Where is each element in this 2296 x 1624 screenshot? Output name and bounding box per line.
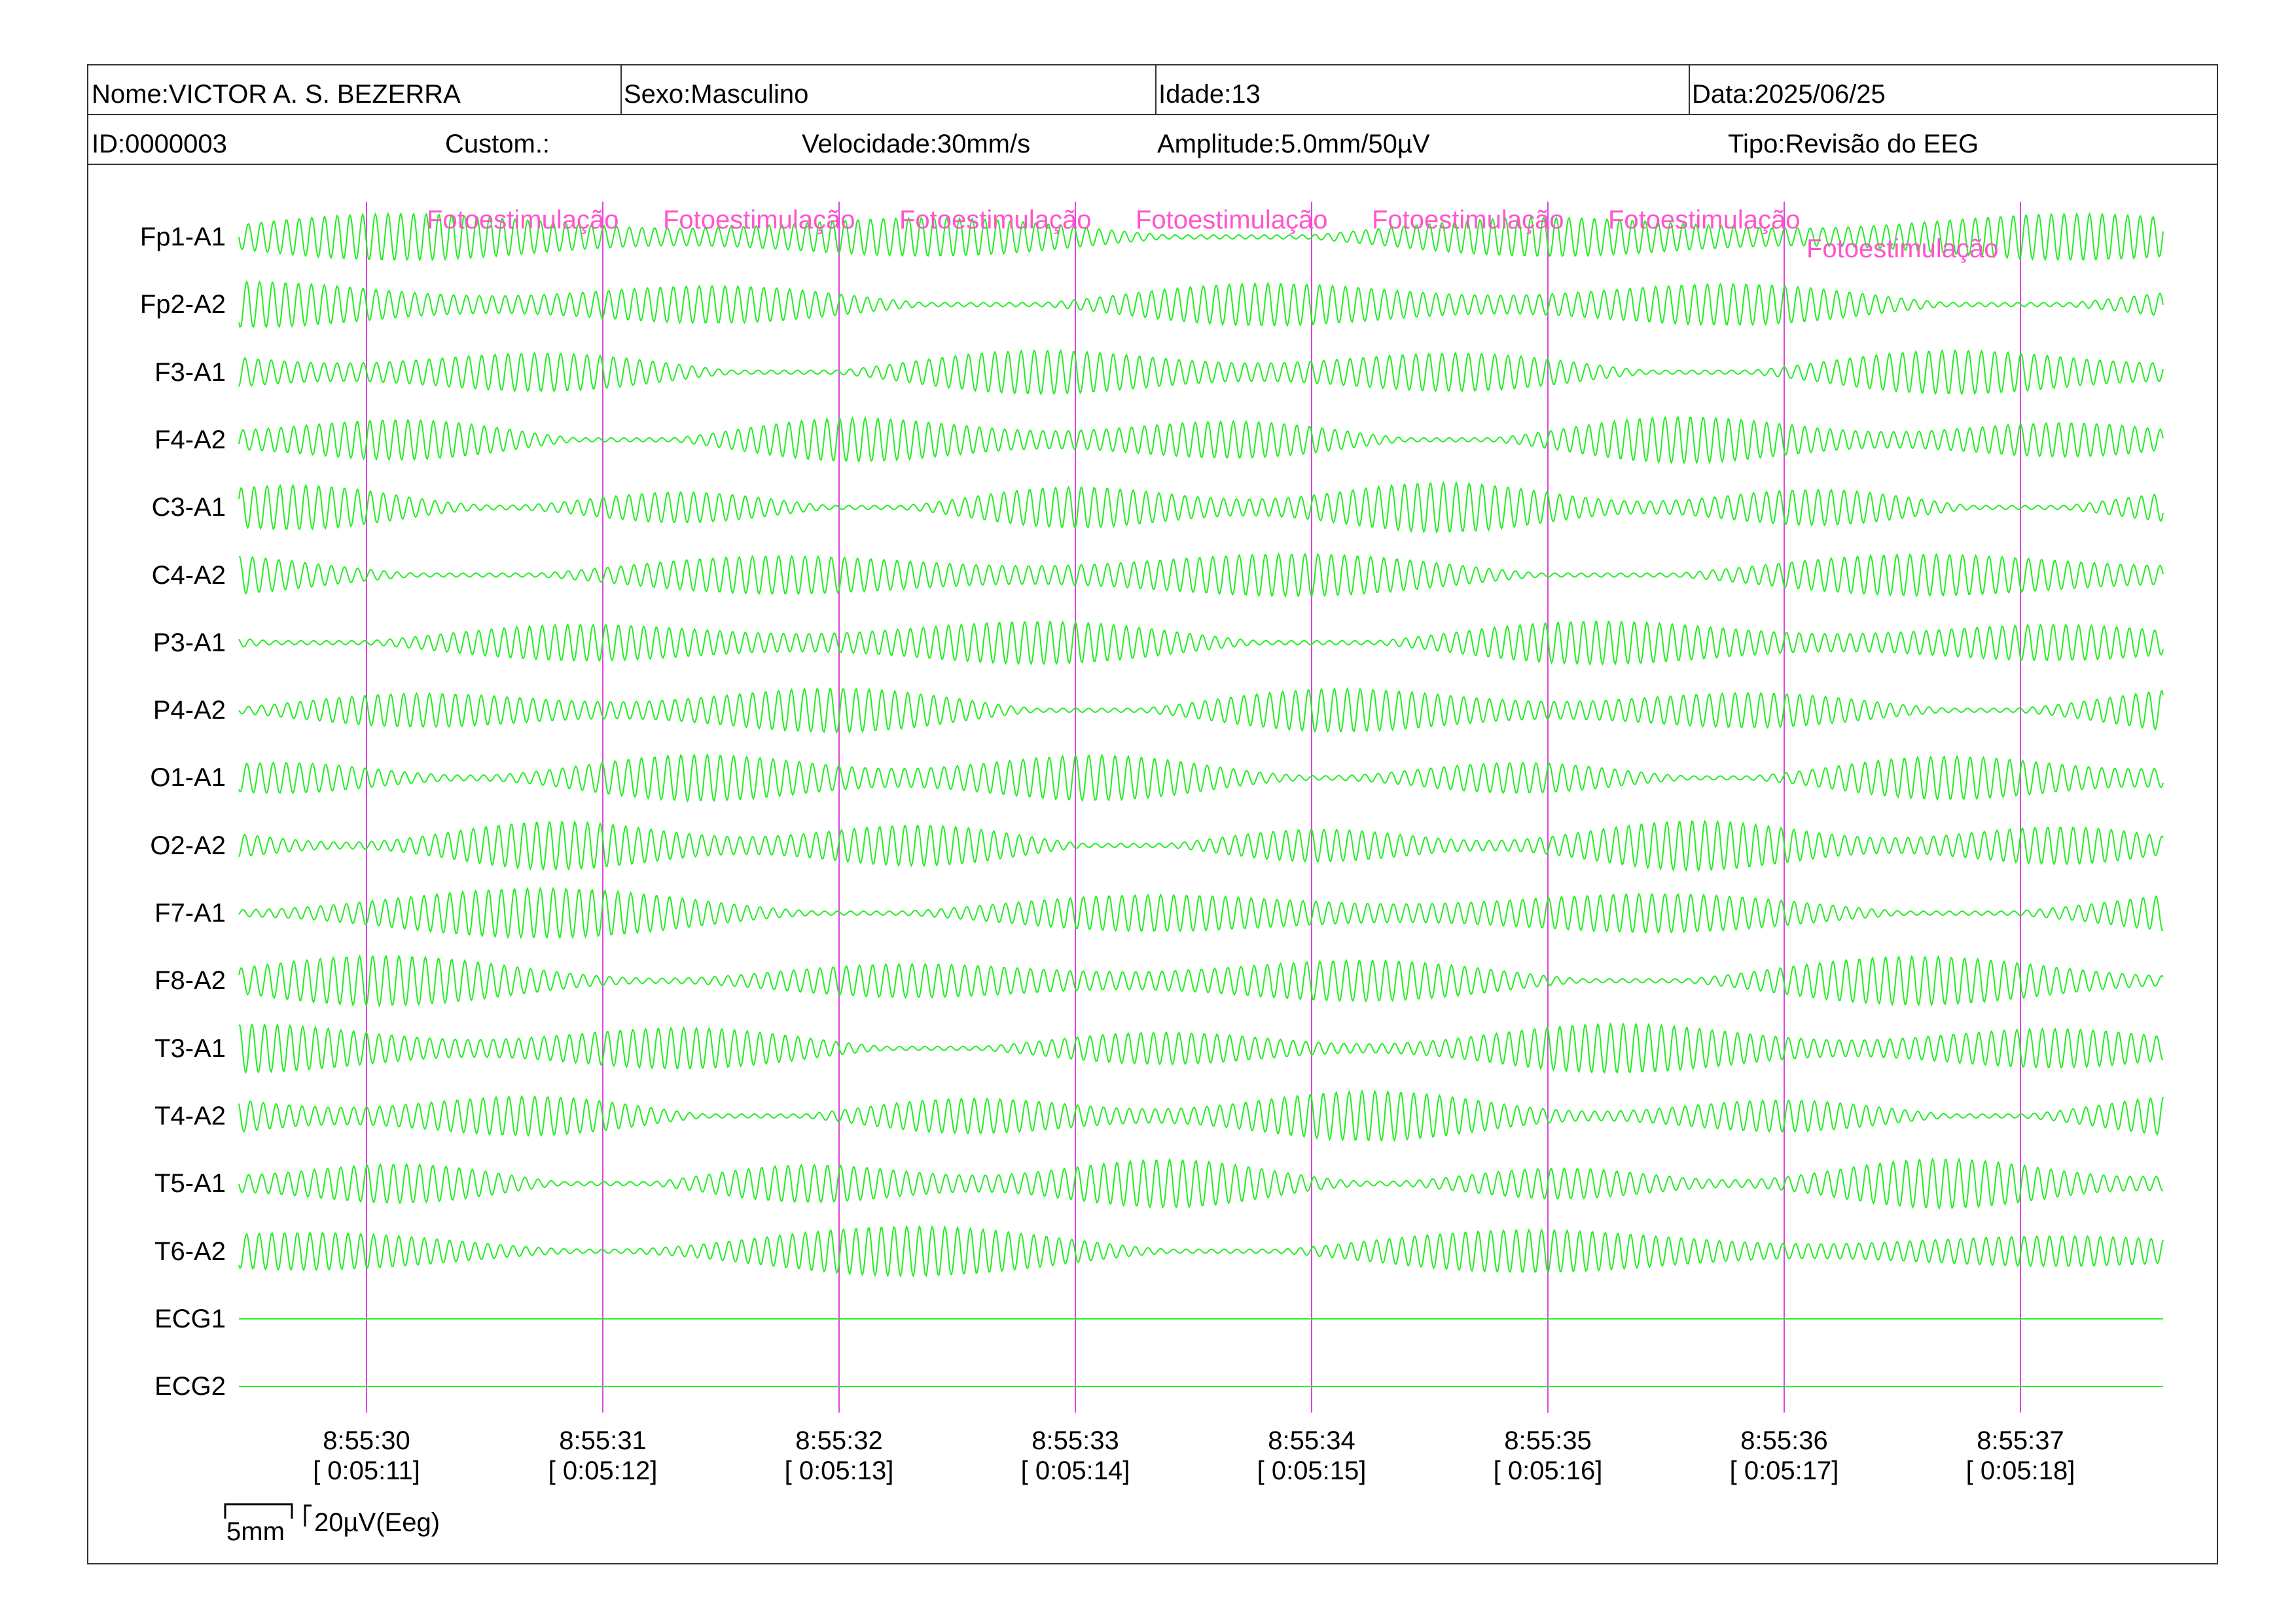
channel-label: P4-A2 (152, 696, 226, 725)
header-cell-divider (1155, 65, 1157, 115)
channel-label: ECG2 (154, 1372, 226, 1401)
time-mark-elapsed: [ 0:05:11] (313, 1456, 420, 1485)
amplitude-scale-bracket (304, 1504, 312, 1526)
patient-sex: Sexo:Masculino (624, 80, 809, 109)
event-annotation: Fotoestimulação (1608, 206, 1801, 234)
event-annotation: Fotoestimulação (1372, 206, 1564, 234)
channel-label: F4-A2 (154, 425, 226, 454)
patient-name: Nome:VICTOR A. S. BEZERRA (92, 80, 461, 109)
event-annotation: Fotoestimulação (1806, 234, 1999, 263)
time-mark-elapsed: [ 0:05:16] (1493, 1456, 1603, 1485)
channel-label: C3-A1 (151, 493, 226, 522)
review-type: Tipo:Revisão do EEG (1728, 130, 1979, 158)
time-mark-clock: 8:55:34 (1268, 1426, 1355, 1455)
eeg-trace (238, 211, 2164, 262)
event-annotation: Fotoestimulação (427, 206, 619, 234)
time-mark-elapsed: [ 0:05:12] (548, 1456, 658, 1485)
time-mark: 8:55:33[ 0:05:14] (990, 1426, 1160, 1486)
eeg-trace (238, 1225, 2164, 1278)
channel-label: O1-A1 (150, 763, 226, 793)
time-mark-clock: 8:55:35 (1504, 1426, 1592, 1455)
header-cell-divider (620, 65, 622, 115)
eeg-trace (238, 480, 2164, 534)
time-mark-elapsed: [ 0:05:15] (1257, 1456, 1367, 1485)
time-mark-clock: 8:55:32 (795, 1426, 883, 1455)
channel-label: C4-A2 (151, 560, 226, 590)
time-mark-clock: 8:55:36 (1740, 1426, 1828, 1455)
channel-label: O2-A2 (150, 831, 226, 860)
eeg-trace (238, 687, 2164, 734)
amplitude-scale-label: 20µV(Eeg) (314, 1508, 440, 1537)
channel-label: P3-A1 (152, 628, 226, 657)
custom-field: Custom.: (445, 130, 550, 158)
header-row-divider (88, 114, 2217, 115)
eeg-trace (238, 621, 2164, 666)
time-mark-clock: 8:55:31 (559, 1426, 647, 1455)
event-annotation: Fotoestimulação (899, 206, 1092, 234)
channel-label: ECG1 (154, 1304, 226, 1333)
eeg-trace (238, 1157, 2164, 1210)
header-cell-divider (1689, 65, 1690, 115)
eeg-trace (238, 1089, 2164, 1142)
time-mark-clock: 8:55:33 (1031, 1426, 1119, 1455)
time-scale-label: 5mm (226, 1517, 285, 1546)
time-scale-bracket (224, 1503, 293, 1519)
time-mark-elapsed: [ 0:05:18] (1965, 1456, 2075, 1485)
time-mark-elapsed: [ 0:05:14] (1020, 1456, 1130, 1485)
time-mark: 8:55:31[ 0:05:12] (518, 1426, 688, 1486)
eeg-trace (238, 820, 2164, 873)
time-mark: 8:55:34[ 0:05:15] (1227, 1426, 1397, 1486)
time-mark: 8:55:35[ 0:05:16] (1463, 1426, 1633, 1486)
channel-label: T3-A1 (154, 1034, 226, 1063)
eeg-trace (238, 1022, 2164, 1075)
eeg-trace (238, 552, 2164, 598)
time-mark-elapsed: [ 0:05:13] (784, 1456, 894, 1485)
amplitude-setting: Amplitude:5.0mm/50µV (1157, 130, 1430, 158)
event-annotation: Fotoestimulação (1136, 206, 1328, 234)
channel-label: T6-A2 (154, 1236, 226, 1266)
header-bottom-divider (88, 164, 2217, 165)
time-mark: 8:55:36[ 0:05:17] (1699, 1426, 1869, 1486)
channel-label: F7-A1 (154, 899, 226, 928)
time-mark: 8:55:30[ 0:05:11] (281, 1426, 452, 1486)
channel-label: F8-A2 (154, 966, 226, 996)
time-mark-clock: 8:55:37 (1977, 1426, 2064, 1455)
patient-id: ID:0000003 (92, 130, 227, 158)
report-frame (87, 64, 2218, 1564)
time-mark-clock: 8:55:30 (323, 1426, 410, 1455)
channel-label: Fp1-A1 (139, 223, 226, 251)
paper-speed: Velocidade:30mm/s (802, 130, 1031, 158)
channel-label: T4-A2 (154, 1101, 226, 1130)
channel-label: T5-A1 (154, 1169, 226, 1199)
eeg-trace (238, 886, 2164, 939)
eeg-trace (238, 954, 2164, 1008)
time-mark-elapsed: [ 0:05:17] (1729, 1456, 1839, 1485)
eeg-trace (238, 753, 2164, 803)
eeg-trace (238, 416, 2164, 465)
channel-label: Fp2-A2 (139, 290, 226, 319)
channel-label: F3-A1 (154, 357, 226, 387)
event-annotation: Fotoestimulação (663, 206, 855, 234)
eeg-trace (238, 349, 2164, 396)
patient-age: Idade:13 (1158, 80, 1261, 109)
eeg-trace (238, 280, 2164, 329)
record-date: Data:2025/06/25 (1692, 80, 1886, 109)
time-mark: 8:55:37[ 0:05:18] (1935, 1426, 2106, 1486)
time-mark: 8:55:32[ 0:05:13] (754, 1426, 924, 1486)
